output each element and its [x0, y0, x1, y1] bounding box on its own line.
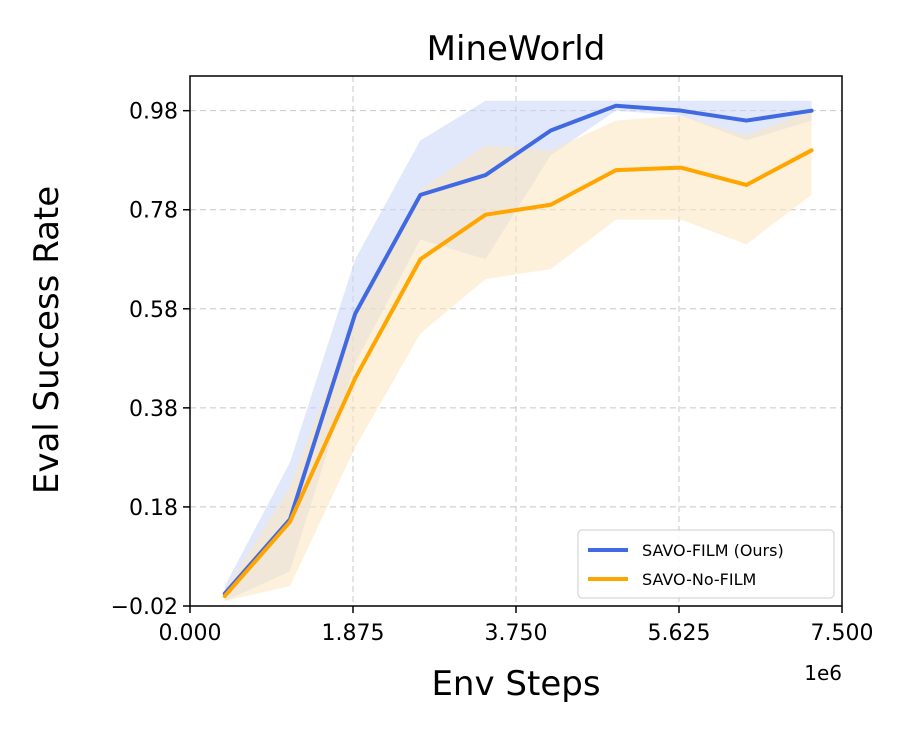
legend-box [577, 529, 835, 599]
confidence-bands [224, 100, 812, 602]
series-line [222, 103, 814, 596]
legend: SAVO-FILM (Ours) SAVO-No-FILM [577, 529, 835, 599]
series-line [222, 148, 814, 599]
x-tick-label: 3.750 [485, 621, 548, 646]
series-lines [222, 103, 814, 599]
legend-label: SAVO-FILM (Ours) [642, 541, 784, 560]
x-axis-ticks: 0.000 1.875 3.750 5.625 7.500 [159, 606, 874, 646]
y-tick-label: −0.02 [111, 595, 178, 620]
chart-title: MineWorld [427, 29, 606, 69]
y-tick-label: 0.38 [129, 397, 178, 422]
x-tick-label: 0.000 [159, 621, 222, 646]
y-axis-label: Eval Success Rate [27, 186, 67, 494]
x-axis-label: Env Steps [431, 664, 600, 704]
y-tick-label: 0.58 [129, 298, 178, 323]
x-tick-label: 1.875 [322, 621, 385, 646]
y-tick-label: 0.98 [129, 100, 178, 125]
x-tick-label: 5.625 [648, 621, 711, 646]
x-offset-label: 1e6 [804, 661, 842, 685]
y-axis-ticks: −0.02 0.18 0.38 0.58 0.78 0.98 [111, 100, 190, 620]
y-tick-label: 0.18 [129, 496, 178, 521]
legend-label: SAVO-No-FILM [642, 570, 756, 589]
x-tick-label: 7.500 [811, 621, 874, 646]
confidence-band [224, 110, 812, 602]
y-tick-label: 0.78 [129, 199, 178, 224]
